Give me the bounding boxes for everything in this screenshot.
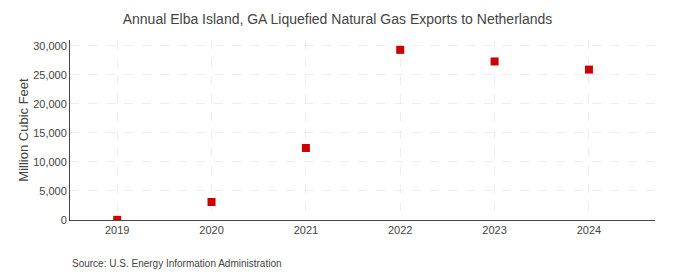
svg-text:2024: 2024 [577,224,601,236]
svg-text:Source: U.S. Energy Informatio: Source: U.S. Energy Information Administ… [72,258,282,269]
svg-text:2019: 2019 [105,224,129,236]
svg-text:2020: 2020 [199,224,223,236]
svg-text:0: 0 [61,214,67,226]
svg-text:2022: 2022 [388,224,412,236]
svg-text:Million Cubic Feet: Million Cubic Feet [16,78,31,182]
svg-text:2023: 2023 [482,224,506,236]
svg-text:10,000: 10,000 [33,156,67,168]
svg-text:25,000: 25,000 [33,69,67,81]
svg-text:5,000: 5,000 [39,185,67,197]
svg-text:20,000: 20,000 [33,98,67,110]
svg-text:30,000: 30,000 [33,40,67,52]
svg-text:2021: 2021 [294,224,318,236]
svg-text:15,000: 15,000 [33,127,67,139]
svg-text:Annual Elba Island, GA Liquefi: Annual Elba Island, GA Liquefied Natural… [123,11,553,27]
